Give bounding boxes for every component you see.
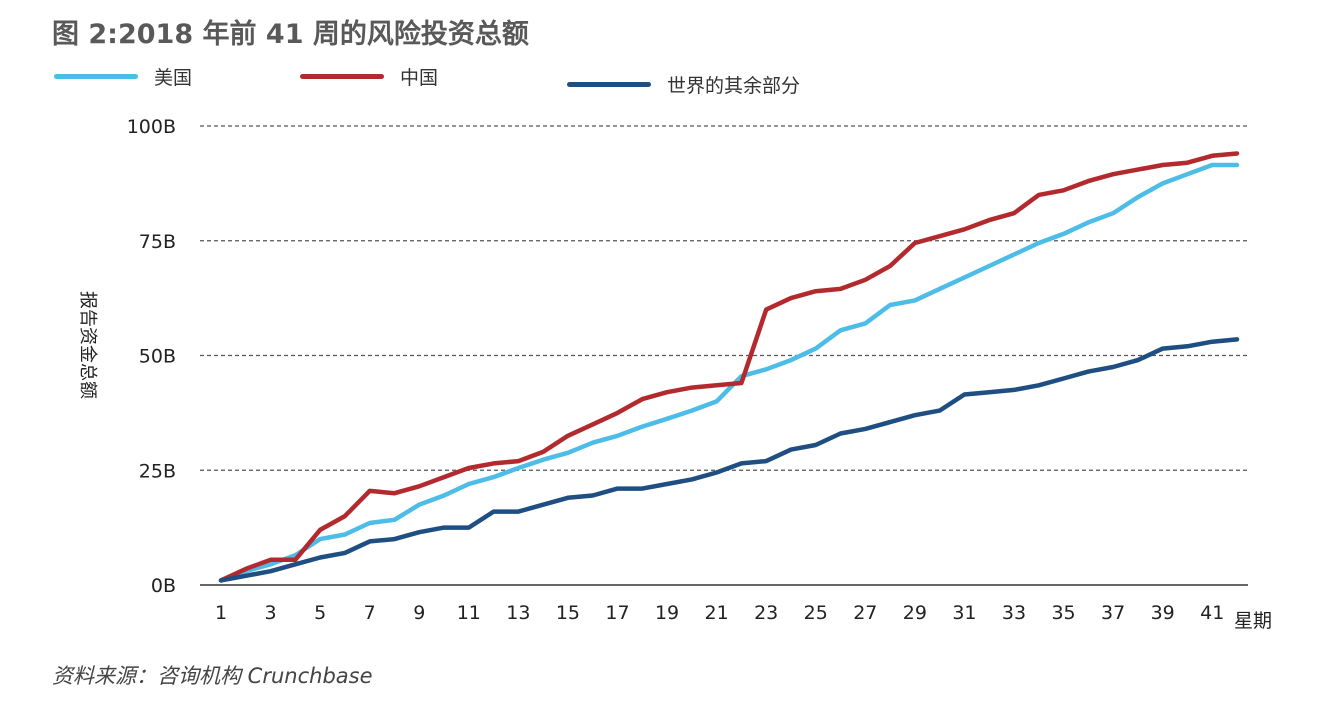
x-tick-label: 5 [314, 602, 326, 624]
x-tick-label: 31 [952, 602, 976, 624]
x-tick-label: 21 [705, 602, 729, 624]
series-line-china [218, 151, 1240, 583]
grid-lines [200, 125, 1248, 471]
legend-label-usa: 美国 [154, 66, 193, 89]
x-tick-label: 9 [413, 602, 425, 624]
x-tick-label: 11 [457, 602, 481, 624]
x-tick-label: 13 [506, 602, 530, 624]
x-tick-label: 29 [903, 602, 927, 624]
x-tick-label: 7 [364, 602, 376, 624]
x-tick-label: 37 [1101, 602, 1125, 624]
source-note: 资料来源：咨询机构 Crunchbase [52, 664, 373, 688]
x-tick-label: 15 [556, 602, 580, 624]
y-tick-label: 100B [127, 116, 176, 138]
legend-label-rest: 世界的其余部分 [667, 74, 801, 97]
x-tick-label: 39 [1151, 602, 1175, 624]
legend-item-rest: 世界的其余部分 [567, 72, 801, 97]
x-tick-label: 27 [853, 602, 877, 624]
x-tick-labels: 1 3 5 7 9 11 13 15 17 19 21 23 25 27 29 31 33 35 37 39 41 [215, 602, 1224, 624]
x-tick-label: 19 [655, 602, 679, 624]
series-line-rest [218, 337, 1240, 583]
x-tick-label: 33 [1002, 602, 1026, 624]
legend-item-usa: 美国 [54, 64, 193, 89]
y-tick-label: 0B [151, 575, 176, 597]
y-tick-label: 50B [139, 346, 176, 368]
legend-swatch-rest [567, 81, 651, 87]
x-tick-label: 25 [804, 602, 828, 624]
x-tick-label: 23 [754, 602, 778, 624]
x-tick-label: 1 [215, 602, 227, 624]
legend-label-china: 中国 [400, 66, 439, 89]
x-tick-label: 41 [1200, 602, 1224, 624]
series-line-usa [218, 162, 1240, 583]
y-tick-label: 75B [139, 231, 176, 253]
x-tick-label: 35 [1051, 602, 1075, 624]
x-tick-label: 17 [605, 602, 629, 624]
legend-swatch-usa [54, 73, 138, 79]
chart-title: 图 2:2018 年前 41 周的风险投资总额 [52, 19, 529, 50]
x-axis-label: 星期 [1234, 610, 1272, 632]
y-tick-label: 25B [139, 460, 176, 482]
y-tick-labels: 0B 25B 50B 75B 100B [127, 116, 176, 597]
y-axis-label: 报告资金总额 [77, 291, 98, 399]
legend-swatch-china [300, 73, 384, 79]
legend-item-china: 中国 [300, 64, 439, 89]
x-tick-label: 3 [265, 602, 277, 624]
series-lines [218, 151, 1240, 583]
